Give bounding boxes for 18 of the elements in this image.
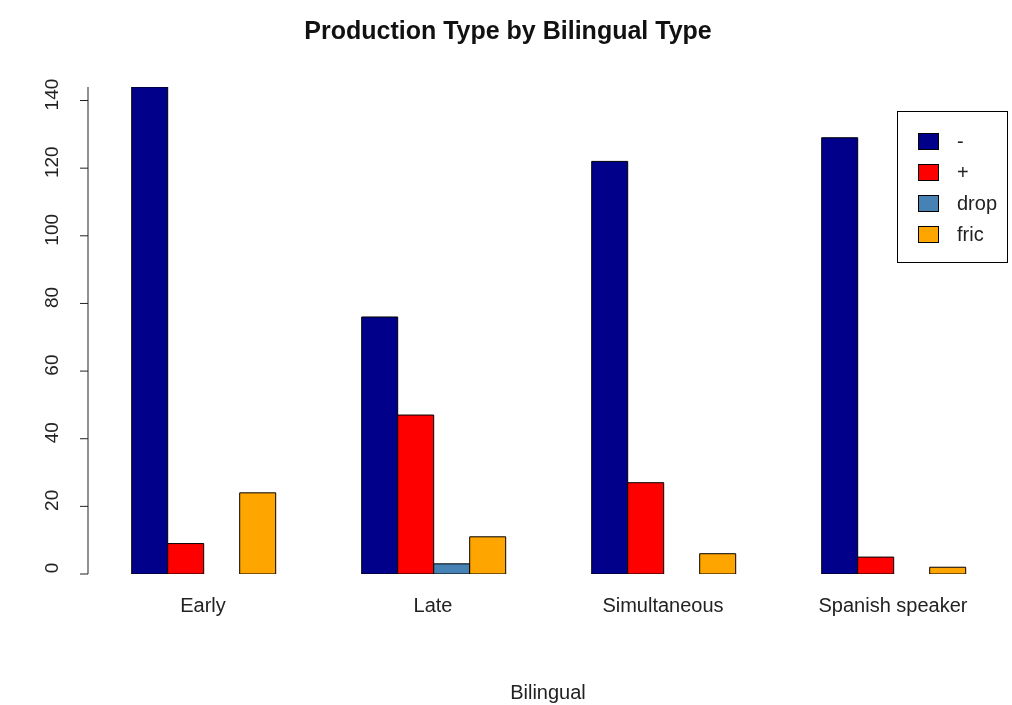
legend-label: + (956, 160, 969, 185)
x-tick-label: Spanish speaker (818, 594, 968, 617)
y-tick-label: 80 (41, 286, 62, 309)
y-tick-label: 120 (41, 146, 62, 179)
legend-label: - (956, 129, 964, 154)
x-axis-title: Bilingual (510, 681, 586, 703)
x-tick-label: Late (413, 594, 453, 617)
x-tick-label: Simultaneous (602, 594, 724, 617)
legend-label: drop (956, 191, 997, 216)
y-tick-label: 0 (41, 562, 62, 574)
x-tick-label: Early (180, 594, 226, 617)
y-tick-label: 40 (41, 422, 62, 444)
chart-title: Production Type by Bilingual Type (303, 16, 713, 45)
y-tick-label: 20 (41, 489, 62, 511)
y-tick-label: 60 (41, 354, 62, 376)
y-tick-label: 100 (41, 213, 62, 246)
y-tick-label: 140 (41, 78, 62, 111)
legend-label: fric (956, 222, 984, 247)
